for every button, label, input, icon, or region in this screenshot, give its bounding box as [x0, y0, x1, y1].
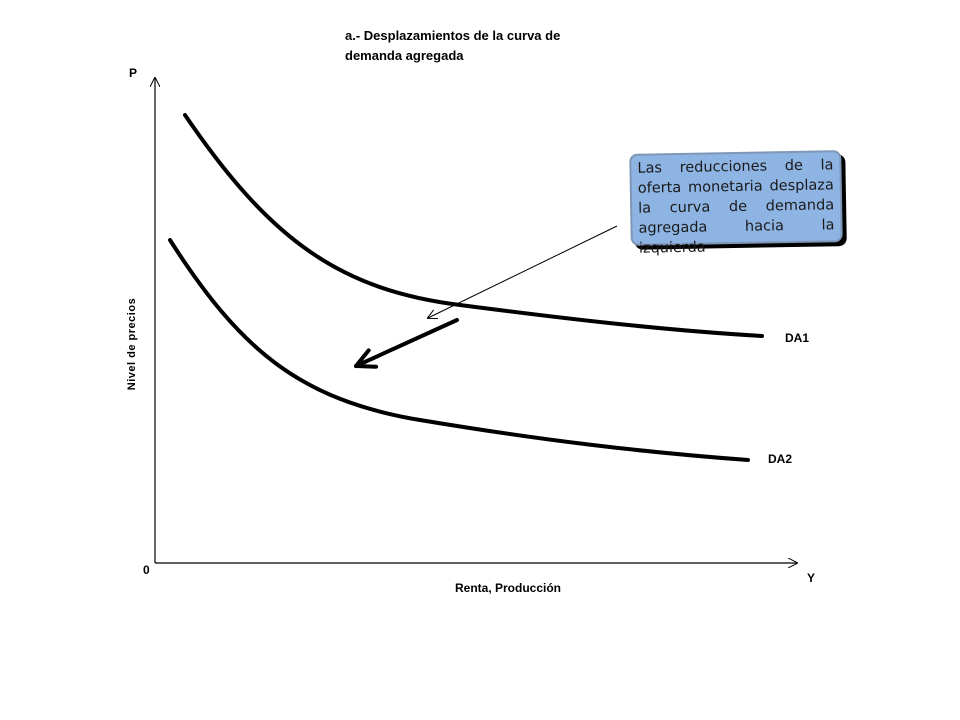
callout-box: Las reducciones de la oferta monetaria d… — [629, 150, 843, 257]
callout-pointer — [428, 225, 618, 318]
x-axis-symbol: Y — [807, 571, 816, 585]
diagram-title: a.- Desplazamientos de la curva de deman… — [345, 28, 561, 63]
curve-label-da1: DA1 — [785, 331, 810, 345]
y-axis-symbol: P — [129, 66, 138, 80]
curve-label-da2: DA2 — [768, 452, 793, 466]
origin-label: 0 — [143, 563, 150, 577]
y-axis-label: Nivel de precios — [126, 297, 138, 391]
callout-text: Las reducciones de la oferta monetaria d… — [637, 157, 835, 257]
x-axis-label: Renta, Producción — [455, 581, 562, 595]
shift-arrow — [354, 318, 459, 369]
curve-da1 — [183, 113, 764, 338]
curve-da2 — [168, 238, 750, 462]
